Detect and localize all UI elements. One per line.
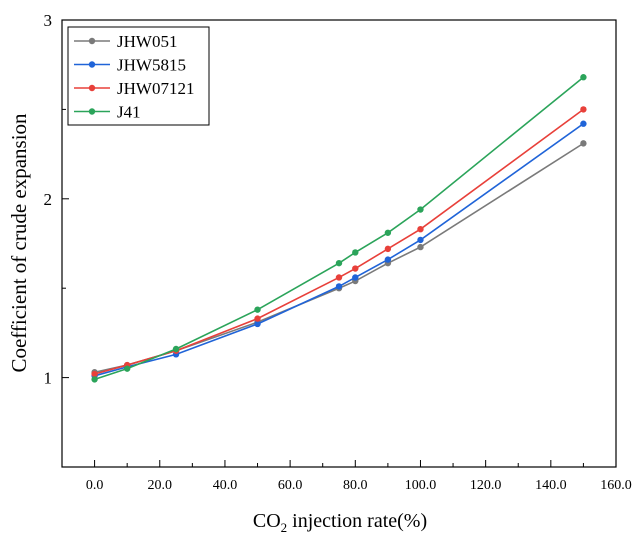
data-point bbox=[580, 120, 587, 127]
data-point bbox=[91, 370, 98, 378]
y-axis-ticks: 1 2 3 bbox=[44, 11, 69, 468]
y-tick-label: 3 bbox=[44, 11, 53, 30]
data-point bbox=[417, 236, 424, 244]
x-axis-label-rest: injection rate(%) bbox=[287, 510, 427, 532]
series-line bbox=[94, 142, 584, 374]
series-line bbox=[94, 123, 584, 377]
data-point bbox=[352, 265, 359, 272]
data-point bbox=[352, 249, 359, 256]
data-point bbox=[417, 225, 424, 233]
x-tick-label: 20.0 bbox=[148, 478, 173, 493]
x-axis-label-main: CO bbox=[253, 510, 281, 532]
x-tick-label: 100.0 bbox=[405, 478, 437, 493]
series-jhw5815 bbox=[91, 120, 587, 380]
legend-swatch-marker bbox=[88, 37, 96, 45]
legend-label: JHW07121 bbox=[117, 79, 194, 98]
legend-item: JHW051 bbox=[74, 32, 177, 51]
data-point bbox=[580, 106, 587, 113]
legend-swatch-marker bbox=[88, 108, 96, 115]
data-point bbox=[254, 306, 261, 313]
x-tick-label: 0.0 bbox=[86, 478, 104, 493]
data-point bbox=[91, 376, 98, 383]
legend-swatch-marker bbox=[88, 61, 96, 68]
y-tick-label: 1 bbox=[44, 369, 53, 388]
x-axis-label: CO2 injection rate(%) bbox=[253, 510, 427, 535]
plot-area-border bbox=[61, 19, 617, 468]
legend-item: J41 bbox=[74, 103, 141, 122]
x-axis-label-subscript: 2 bbox=[281, 520, 288, 535]
y-axis-label: Coefficient of crude expansion bbox=[7, 113, 31, 373]
series-j41 bbox=[91, 74, 587, 383]
legend-label: JHW5815 bbox=[117, 56, 186, 75]
data-point bbox=[335, 283, 343, 290]
y-tick-label: 2 bbox=[44, 190, 53, 209]
legend: JHW051 JHW5815 JHW07121 J41 bbox=[67, 26, 210, 126]
data-point bbox=[417, 243, 424, 251]
legend-label: J41 bbox=[117, 103, 141, 122]
data-point bbox=[417, 206, 424, 213]
data-point bbox=[384, 245, 392, 253]
x-tick-label: 60.0 bbox=[278, 478, 303, 493]
plot-frame bbox=[61, 19, 617, 468]
data-point bbox=[254, 320, 261, 328]
series-jhw051 bbox=[91, 140, 587, 376]
data-point bbox=[254, 315, 261, 322]
data-point bbox=[580, 140, 587, 147]
x-tick-label: 40.0 bbox=[213, 478, 238, 493]
series-jhw07121 bbox=[91, 106, 587, 378]
data-point bbox=[384, 256, 392, 263]
legend-item: JHW07121 bbox=[74, 79, 194, 98]
data-point bbox=[335, 259, 343, 267]
data-point bbox=[123, 365, 131, 372]
data-point bbox=[580, 74, 587, 81]
data-point bbox=[384, 229, 392, 236]
legend-swatch-marker bbox=[88, 84, 96, 92]
data-point bbox=[172, 345, 180, 353]
legend-label: JHW051 bbox=[117, 32, 177, 51]
x-tick-label: 140.0 bbox=[535, 478, 567, 493]
legend-item: JHW5815 bbox=[74, 56, 186, 75]
x-tick-label: 120.0 bbox=[470, 478, 502, 493]
x-tick-label: 80.0 bbox=[343, 478, 368, 493]
data-point bbox=[352, 274, 359, 281]
series-line bbox=[94, 108, 584, 375]
x-axis-ticks: 0.0 20.0 40.0 60.0 80.0 100.0 120.0 140.0 160.0 bbox=[61, 460, 632, 493]
series-lines bbox=[91, 74, 587, 383]
data-point bbox=[335, 274, 343, 281]
x-tick-label: 160.0 bbox=[600, 478, 632, 493]
